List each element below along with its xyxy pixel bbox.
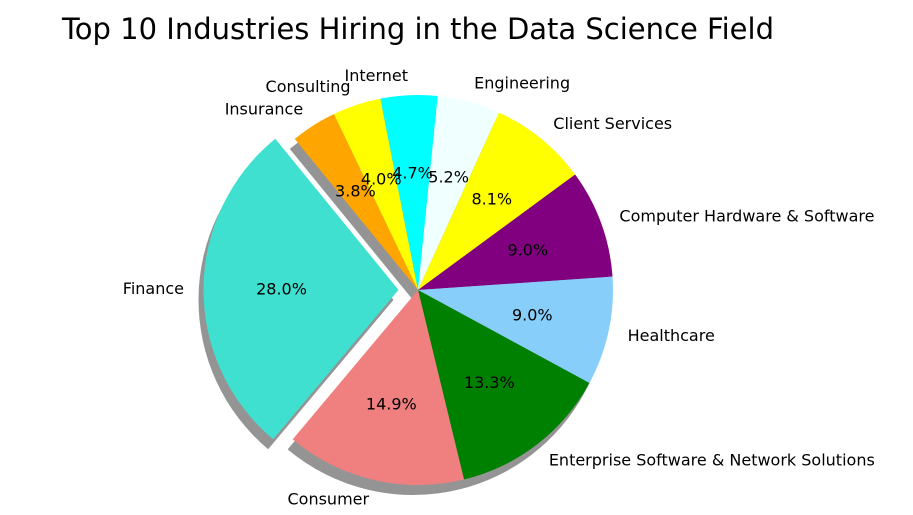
slice-pct-engineering: 5.2% [428,168,469,187]
slice-pct-computer-hardware-and-software: 9.0% [508,240,549,259]
slice-label-insurance: Insurance [225,99,304,118]
slice-pct-internet: 4.7% [392,164,433,183]
chart-title: Top 10 Industries Hiring in the Data Sci… [61,12,774,46]
slice-enterprise-software-and-network-solutions [418,290,590,480]
slice-label-consulting: Consulting [266,77,351,96]
slice-pct-consulting: 4.0% [361,169,402,188]
slice-pct-enterprise-software-and-network-solutions: 13.3% [464,373,515,392]
slice-pct-finance: 28.0% [256,280,307,299]
slice-insurance [294,114,418,290]
slice-label-computer-hardware-and-software: Computer Hardware & Software [619,207,874,226]
slice-internet [380,95,438,290]
slice-label-finance: Finance [123,279,184,298]
slice-pct-consumer: 14.9% [366,394,417,413]
slice-label-internet: Internet [345,66,409,85]
slice-label-enterprise-software-and-network-solutions: Enterprise Software & Network Solutions [549,450,875,469]
slice-consumer [292,290,464,486]
slice-label-consumer: Consumer [287,489,369,508]
slice-healthcare [418,276,613,383]
slice-client-services [418,112,576,290]
slice-computer-hardware-and-software [418,174,613,290]
slice-consulting [333,98,418,290]
slice-layer [203,95,613,486]
slice-pct-insurance: 3.8% [335,182,376,201]
slice-engineering [418,96,499,290]
label-layer: Finance 28.0% Insurance 3.8% Consulting 4.0% I… [123,66,875,508]
slice-finance [203,138,399,440]
slice-label-engineering: Engineering [474,73,570,92]
slice-label-client-services: Client Services [553,114,672,133]
slice-pct-healthcare: 9.0% [512,305,553,324]
slice-pct-client-services: 8.1% [471,190,512,209]
slice-label-healthcare: Healthcare [628,326,715,345]
